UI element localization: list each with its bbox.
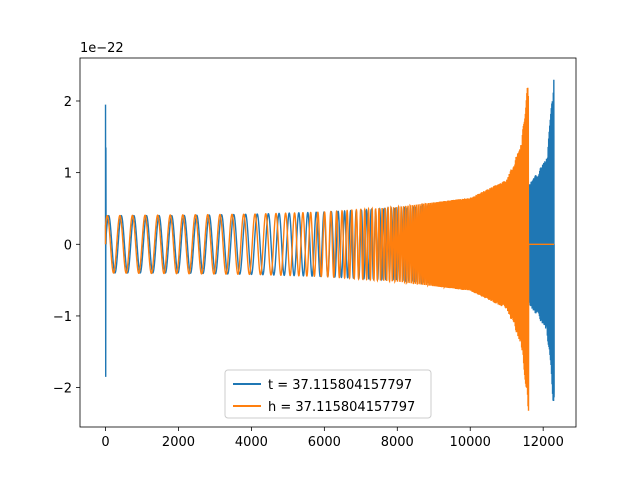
axes-frame <box>79 57 577 428</box>
series-line-h <box>104 87 555 411</box>
y-tick-label: 2 <box>64 95 72 110</box>
x-tick-label: 8000 <box>381 435 414 450</box>
x-tick-label: 10000 <box>450 435 491 450</box>
x-tick-label: 6000 <box>308 435 341 450</box>
series-layer <box>104 79 555 411</box>
offset-text: 1e−22 <box>80 41 124 56</box>
y-tick-label: 1 <box>64 167 72 182</box>
y-axis: −2 −1 0 1 2 <box>53 95 80 397</box>
y-tick-label: 0 <box>64 238 72 253</box>
legend-label-h: h = 37.115804157797 <box>268 400 415 415</box>
x-tick-label: 4000 <box>235 435 268 450</box>
legend-label-t: t = 37.115804157797 <box>268 378 412 393</box>
y-tick-label: −1 <box>53 310 72 325</box>
legend-frame <box>224 369 432 419</box>
x-tick-label: 2000 <box>162 435 195 450</box>
legend: t = 37.115804157797 h = 37.115804157797 <box>224 369 432 419</box>
x-axis: 0 2000 4000 6000 8000 10000 12000 <box>101 427 564 450</box>
x-tick-label: 12000 <box>522 435 563 450</box>
x-tick-label: 0 <box>101 435 109 450</box>
y-tick-label: −2 <box>53 382 72 397</box>
